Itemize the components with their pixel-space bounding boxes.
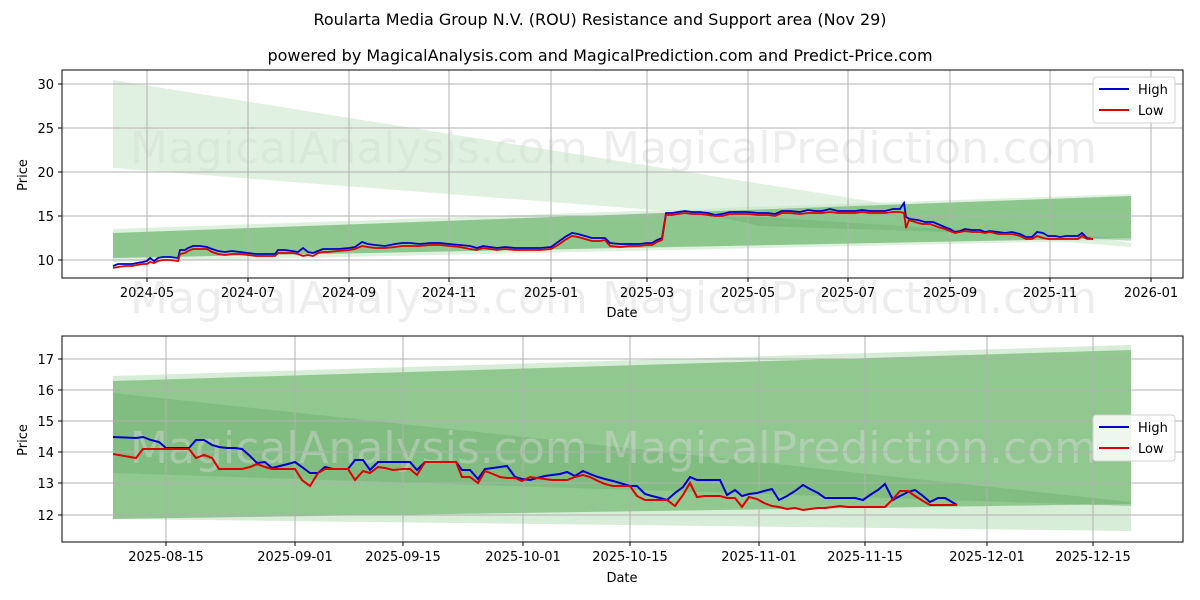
svg-text:14: 14 [37, 446, 54, 461]
svg-text:2025-11-15: 2025-11-15 [827, 550, 903, 565]
top-legend: High Low [1092, 76, 1176, 124]
svg-text:15: 15 [37, 210, 54, 225]
svg-text:2025-12-01: 2025-12-01 [949, 550, 1025, 565]
svg-text:2025-08-15: 2025-08-15 [128, 550, 204, 565]
svg-text:2024-05: 2024-05 [120, 286, 174, 301]
legend-low-label: Low [1138, 104, 1164, 119]
top-chart: MagicalAnalysis.com MagicalPrediction.co… [16, 69, 1184, 324]
grid-lines-bottom [62, 336, 1183, 542]
svg-text:30: 30 [37, 78, 54, 93]
svg-text:2025-10-01: 2025-10-01 [485, 550, 561, 565]
bottom-legend: High Low [1092, 414, 1176, 462]
svg-text:12: 12 [37, 509, 54, 524]
chart-subtitle: powered by MagicalAnalysis.com and Magic… [267, 46, 933, 65]
svg-text:20: 20 [37, 166, 54, 181]
svg-text:15: 15 [37, 415, 54, 430]
top-x-axis-label: Date [606, 306, 637, 321]
legend-low-label-bottom: Low [1138, 442, 1164, 457]
legend-high-label-bottom: High [1138, 421, 1168, 436]
svg-text:2025-05: 2025-05 [721, 286, 775, 301]
svg-text:16: 16 [37, 384, 54, 399]
bottom-chart: MagicalAnalysis.com MagicalPrediction.co… [16, 335, 1184, 586]
high-line-top [112, 200, 1094, 267]
watermark-prediction: MagicalPrediction.com [602, 123, 1097, 174]
chart-title: Roularta Media Group N.V. (ROU) Resistan… [313, 10, 887, 29]
top-y-ticks: 30 25 20 15 10 [37, 78, 62, 269]
svg-text:10: 10 [37, 254, 54, 269]
svg-text:2025-09-01: 2025-09-01 [257, 550, 333, 565]
svg-text:2024-07: 2024-07 [221, 286, 275, 301]
svg-text:2024-11: 2024-11 [422, 286, 476, 301]
svg-text:2024-09: 2024-09 [322, 286, 376, 301]
svg-text:25: 25 [37, 122, 54, 137]
resistance-overlap [700, 213, 1131, 241]
watermark-prediction-2: MagicalPrediction.com [602, 273, 1097, 324]
bottom-y-axis-label: Price [16, 424, 31, 456]
top-x-ticks: 2024-05 2024-07 2024-09 2024-11 2025-01 … [120, 278, 1178, 301]
svg-text:13: 13 [37, 477, 54, 492]
svg-text:2025-01: 2025-01 [524, 286, 578, 301]
svg-text:2025-10-15: 2025-10-15 [592, 550, 668, 565]
low-line-top [112, 211, 1093, 269]
top-y-axis-label: Price [16, 159, 31, 191]
watermark-prediction-3: MagicalPrediction.com [602, 423, 1097, 474]
svg-text:2025-12-15: 2025-12-15 [1055, 550, 1131, 565]
high-line-bottom [112, 435, 958, 506]
bottom-y-ticks: 17 16 15 14 13 12 [37, 353, 62, 524]
svg-text:2025-11-01: 2025-11-01 [721, 550, 797, 565]
legend-high-label: High [1138, 83, 1168, 98]
watermark-analysis-3: MagicalAnalysis.com [130, 423, 588, 474]
bottom-x-ticks: 2025-08-15 2025-09-01 2025-09-15 2025-10… [128, 542, 1131, 565]
svg-text:2026-01: 2026-01 [1124, 286, 1178, 301]
bottom-x-axis-label: Date [606, 571, 637, 586]
watermark-analysis-2: MagicalAnalysis.com [130, 273, 588, 324]
svg-text:2025-11: 2025-11 [1023, 286, 1077, 301]
low-line-bottom [112, 448, 957, 512]
svg-text:2025-09: 2025-09 [923, 286, 977, 301]
svg-text:17: 17 [37, 353, 54, 368]
svg-text:2025-09-15: 2025-09-15 [365, 550, 441, 565]
svg-text:2025-07: 2025-07 [821, 286, 875, 301]
svg-text:2025-03: 2025-03 [620, 286, 674, 301]
